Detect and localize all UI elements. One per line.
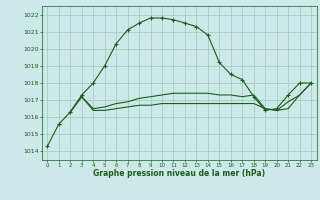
X-axis label: Graphe pression niveau de la mer (hPa): Graphe pression niveau de la mer (hPa) [93, 169, 265, 178]
